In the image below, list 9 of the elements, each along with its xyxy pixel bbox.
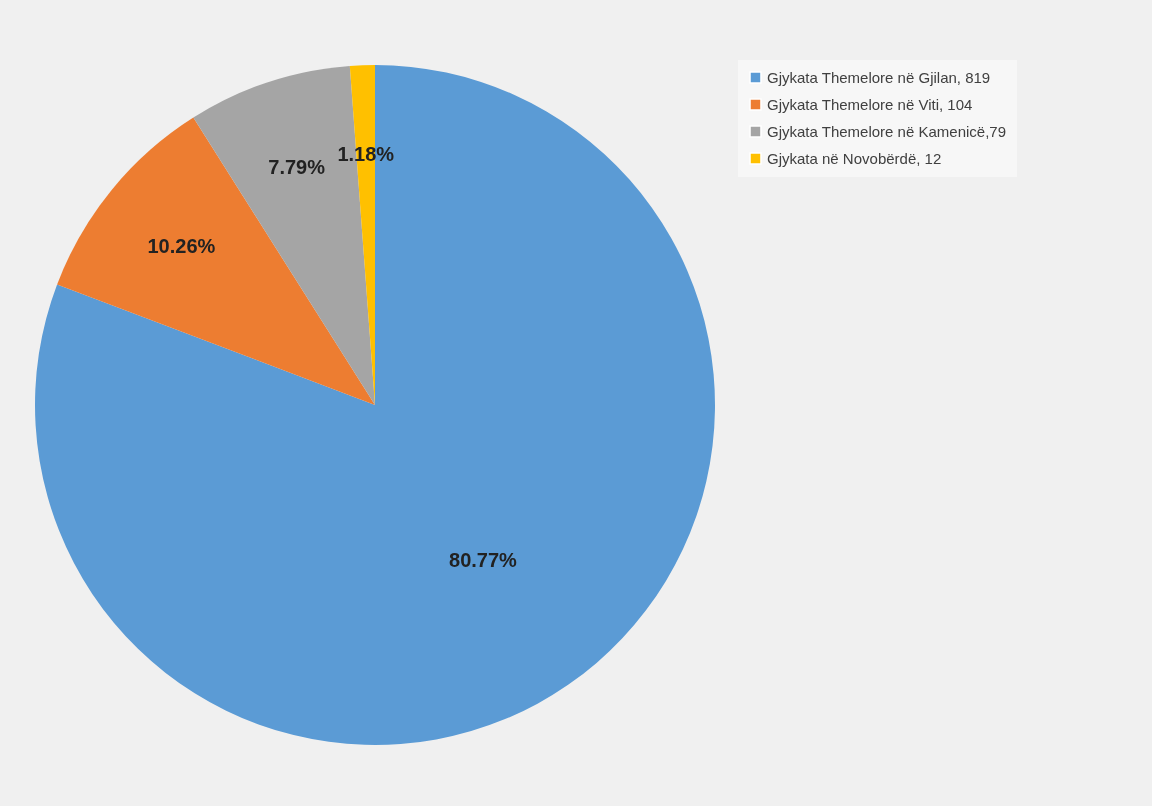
data-label: 80.77% [449,549,518,572]
data-label: 10.26% [147,234,216,257]
data-label: 1.18% [337,143,395,166]
legend-label: Gjykata Themelore në Gjilan, 819 [767,68,991,86]
pie-slice [35,65,715,745]
legend-label: Gjykata në Novobërdë, 12 [767,149,942,167]
legend-label: Gjykata Themelore në Viti, 104 [767,95,973,113]
legend-label: Gjykata Themelore në Kamenicë,79 [767,122,1007,140]
data-label: 7.79% [268,155,326,178]
